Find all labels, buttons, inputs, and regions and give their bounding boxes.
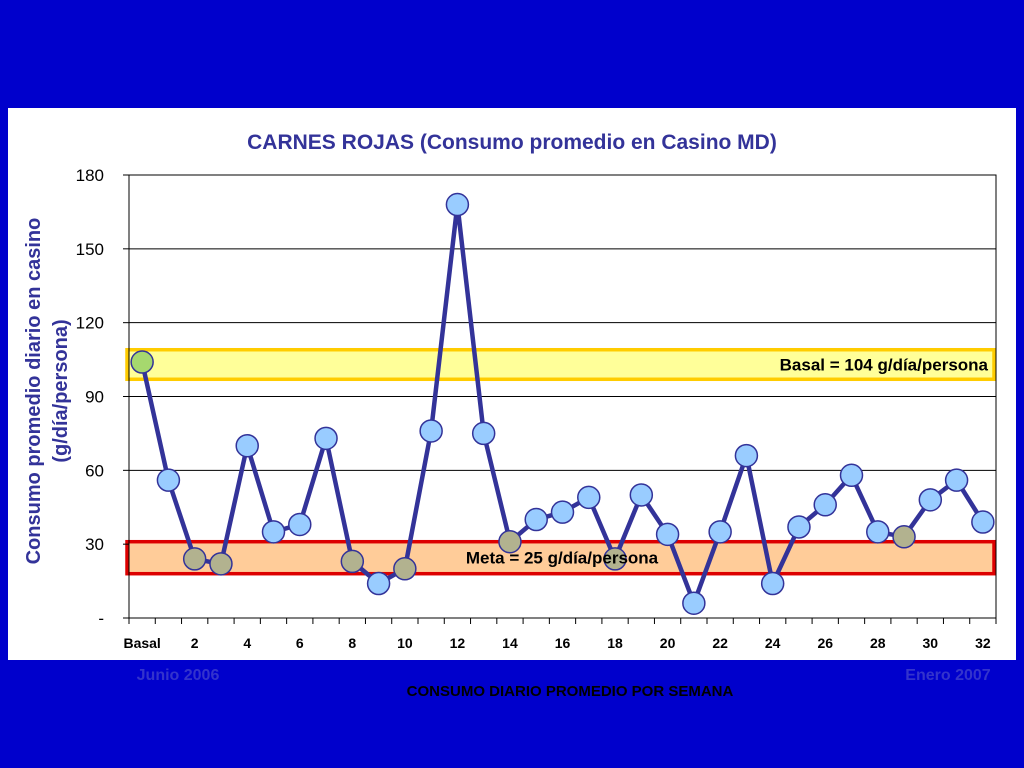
y-tick-label: 150 [76, 240, 104, 259]
data-point [839, 463, 864, 488]
y-tick-label: 60 [85, 461, 104, 480]
data-point [524, 507, 548, 532]
data-point [314, 426, 338, 451]
data-point [550, 500, 575, 524]
data-point [393, 557, 417, 581]
data-point [340, 549, 365, 574]
band-label: Basal = 104 g/día/persona [780, 356, 989, 375]
y-axis-label-line2: (g/día/persona) [50, 319, 72, 462]
series [130, 192, 995, 615]
data-point [944, 468, 969, 492]
end-date-label: Enero 2007 [905, 667, 990, 684]
data-point [471, 421, 496, 446]
data-point [629, 483, 654, 507]
data-point [366, 571, 391, 596]
data-point [419, 419, 443, 443]
data-point [498, 529, 522, 554]
y-tick-label: 30 [85, 535, 104, 554]
data-point [235, 433, 259, 458]
x-tick-label: 2 [191, 635, 199, 651]
x-axis-label: CONSUMO DIARIO PROMEDIO POR SEMANA [407, 683, 734, 700]
x-tick-label: 32 [975, 635, 991, 651]
data-point [734, 443, 759, 468]
x-tick-label: 18 [607, 635, 623, 651]
data-point [866, 520, 890, 544]
data-point [445, 192, 470, 217]
data-point [760, 571, 785, 596]
y-axis-label-line1: Consumo promedio diario en casino [23, 218, 45, 565]
x-tick-label: 4 [243, 635, 251, 651]
reference-band [125, 347, 996, 382]
x-tick-label: 28 [870, 635, 886, 651]
chart-title: CARNES ROJAS (Consumo promedio en Casino… [247, 131, 777, 154]
data-point [682, 591, 706, 615]
x-tick-label: 8 [348, 635, 356, 651]
reference-band [125, 539, 996, 576]
data-point [918, 488, 943, 512]
chart-panel [8, 108, 1016, 660]
data-point [971, 510, 995, 534]
data-point [892, 525, 916, 549]
data-point [787, 515, 811, 539]
start-date-label: Junio 2006 [137, 667, 220, 684]
data-point [209, 552, 233, 576]
band-label: Meta = 25 g/día/persona [466, 549, 659, 568]
x-tick-label: 14 [502, 635, 518, 651]
x-tick-label: 10 [397, 635, 413, 651]
data-point [577, 485, 601, 510]
data-point [130, 350, 154, 374]
x-tick-label: 30 [923, 635, 939, 651]
data-point [156, 468, 181, 492]
reference-bands [125, 347, 996, 576]
y-tick-label: - [98, 609, 104, 628]
data-point [288, 512, 312, 537]
data-point [261, 520, 286, 544]
x-tick-label: 6 [296, 635, 304, 651]
data-point [708, 520, 732, 544]
x-tick-label: 16 [555, 635, 571, 651]
band-labels: Basal = 104 g/día/persona Meta = 25 g/día… [466, 356, 989, 568]
x-tick-label: 24 [765, 635, 781, 651]
y-tick-label: 90 [85, 388, 104, 407]
data-point [655, 522, 680, 547]
y-tick-label: 120 [76, 314, 104, 333]
x-tick-label: 26 [817, 635, 833, 651]
x-tick-label: 12 [450, 635, 466, 651]
data-point [813, 493, 837, 517]
y-tick-label: 180 [76, 166, 104, 185]
data-point [182, 547, 207, 571]
x-tick-label: Basal [123, 635, 160, 651]
x-tick-label: 22 [712, 635, 728, 651]
data-point [603, 547, 627, 571]
x-tick-label: 20 [660, 635, 676, 651]
